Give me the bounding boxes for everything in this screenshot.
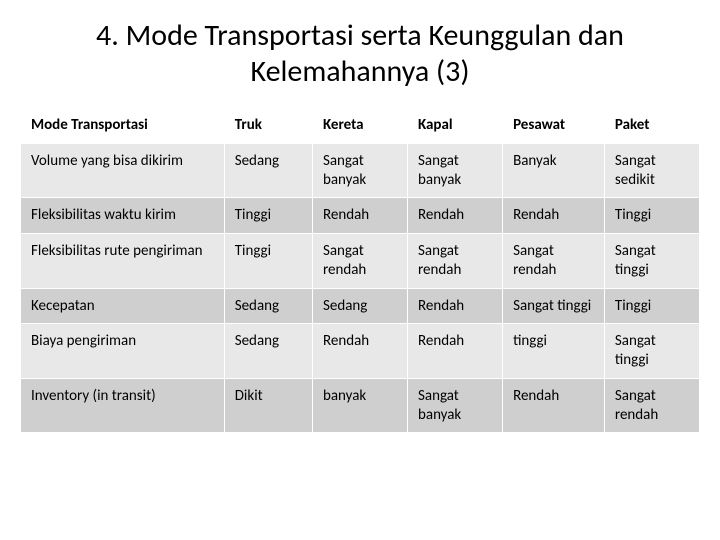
cell: Fleksibilitas waktu kirim xyxy=(21,198,225,234)
cell: Sangat rendah xyxy=(503,234,605,289)
col-header: Pesawat xyxy=(503,108,605,143)
cell: Tinggi xyxy=(224,198,312,234)
cell: tinggi xyxy=(503,324,605,379)
col-header: Paket xyxy=(604,108,699,143)
table-row: Fleksibilitas waktu kirim Tinggi Rendah … xyxy=(21,198,700,234)
table-header-row: Mode Transportasi Truk Kereta Kapal Pesa… xyxy=(21,108,700,143)
cell: Sangat rendah xyxy=(604,378,699,433)
cell: Sangat rendah xyxy=(408,234,503,289)
cell: Tinggi xyxy=(224,234,312,289)
slide: 4. Mode Transportasi serta Keunggulan da… xyxy=(0,0,720,540)
cell: Sedang xyxy=(224,143,312,198)
col-header: Mode Transportasi xyxy=(21,108,225,143)
table-row: Biaya pengiriman Sedang Rendah Rendah ti… xyxy=(21,324,700,379)
table-row: Volume yang bisa dikirim Sedang Sangat b… xyxy=(21,143,700,198)
cell: Tinggi xyxy=(604,288,699,324)
cell: Sangat tinggi xyxy=(604,234,699,289)
cell: Sedang xyxy=(224,288,312,324)
table-row: Fleksibilitas rute pengiriman Tinggi San… xyxy=(21,234,700,289)
page-title: 4. Mode Transportasi serta Keunggulan da… xyxy=(20,18,700,90)
cell: Sedang xyxy=(312,288,407,324)
table-row: Kecepatan Sedang Sedang Rendah Sangat ti… xyxy=(21,288,700,324)
cell: Sangat sedikit xyxy=(604,143,699,198)
cell: Sangat banyak xyxy=(408,143,503,198)
cell: Fleksibilitas rute pengiriman xyxy=(21,234,225,289)
cell: Rendah xyxy=(503,378,605,433)
table-row: Inventory (in transit) Dikit banyak Sang… xyxy=(21,378,700,433)
cell: banyak xyxy=(312,378,407,433)
col-header: Truk xyxy=(224,108,312,143)
cell: Kecepatan xyxy=(21,288,225,324)
cell: Volume yang bisa dikirim xyxy=(21,143,225,198)
cell: Inventory (in transit) xyxy=(21,378,225,433)
col-header: Kereta xyxy=(312,108,407,143)
cell: Rendah xyxy=(408,324,503,379)
cell: Biaya pengiriman xyxy=(21,324,225,379)
cell: Sangat rendah xyxy=(312,234,407,289)
cell: Sedang xyxy=(224,324,312,379)
cell: Banyak xyxy=(503,143,605,198)
cell: Rendah xyxy=(312,324,407,379)
transport-table: Mode Transportasi Truk Kereta Kapal Pesa… xyxy=(20,108,700,433)
col-header: Kapal xyxy=(408,108,503,143)
cell: Sangat banyak xyxy=(312,143,407,198)
cell: Sangat banyak xyxy=(408,378,503,433)
cell: Dikit xyxy=(224,378,312,433)
cell: Rendah xyxy=(408,288,503,324)
cell: Rendah xyxy=(312,198,407,234)
cell: Sangat tinggi xyxy=(503,288,605,324)
cell: Tinggi xyxy=(604,198,699,234)
cell: Sangat tinggi xyxy=(604,324,699,379)
cell: Rendah xyxy=(503,198,605,234)
cell: Rendah xyxy=(408,198,503,234)
